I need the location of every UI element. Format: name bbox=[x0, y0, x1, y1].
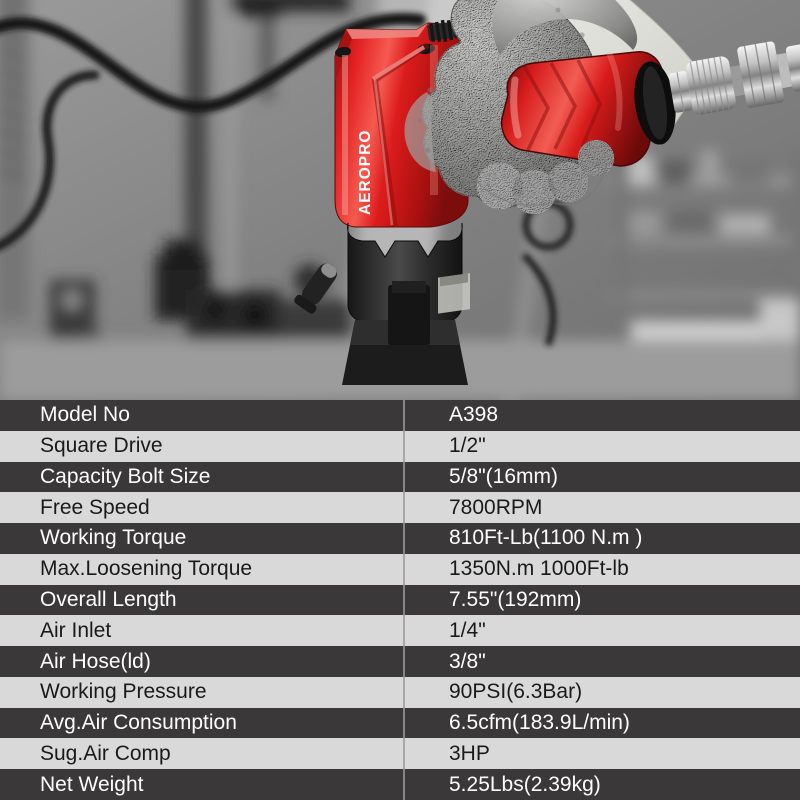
svg-text:AEROPRO: AEROPRO bbox=[357, 130, 374, 215]
